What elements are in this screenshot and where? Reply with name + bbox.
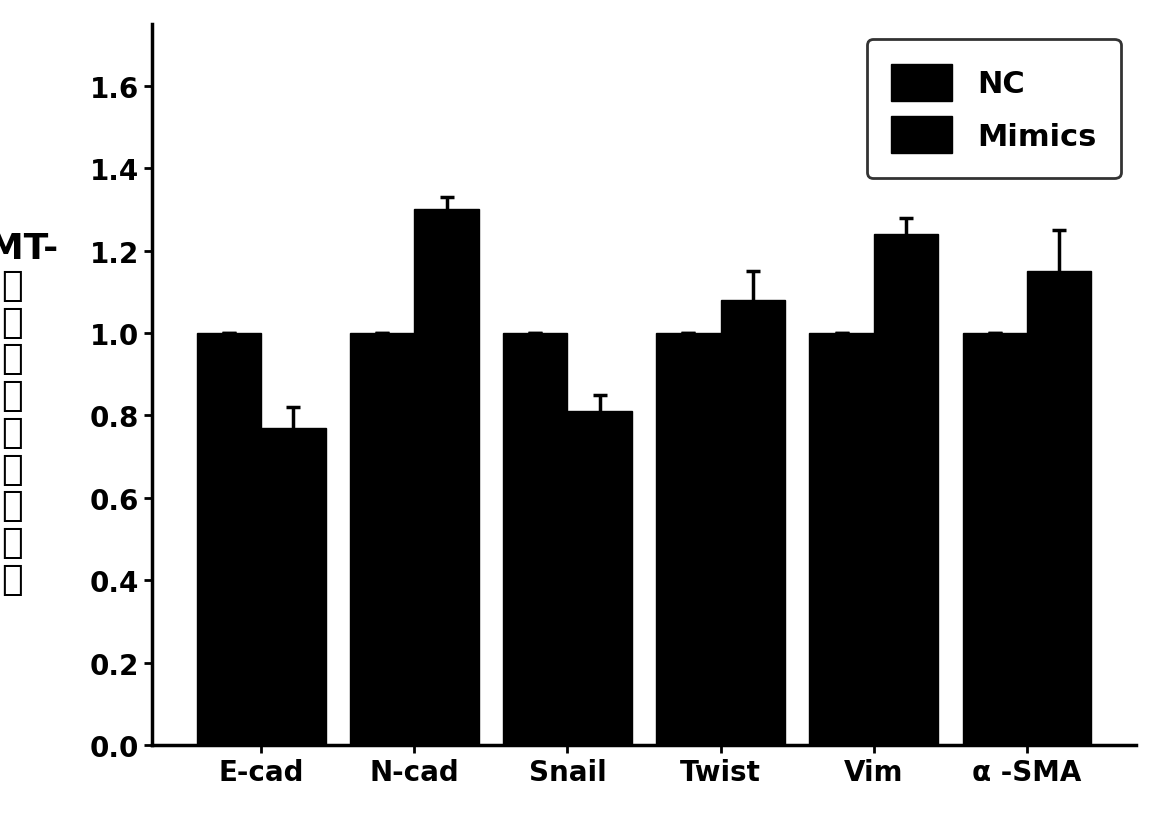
- Bar: [504, 334, 568, 745]
- Bar: [415, 210, 479, 745]
- Bar: [350, 334, 415, 745]
- Legend: NC, Mimics: NC, Mimics: [867, 40, 1121, 179]
- Bar: [261, 428, 326, 745]
- Text: EMT-
相
关
基
因
的
变
化
倍
数: EMT- 相 关 基 因 的 变 化 倍 数: [0, 232, 60, 596]
- Bar: [874, 235, 938, 745]
- Bar: [197, 334, 261, 745]
- Bar: [1027, 272, 1091, 745]
- Bar: [720, 301, 785, 745]
- Bar: [809, 334, 874, 745]
- Bar: [568, 412, 632, 745]
- Bar: [656, 334, 720, 745]
- Bar: [963, 334, 1027, 745]
